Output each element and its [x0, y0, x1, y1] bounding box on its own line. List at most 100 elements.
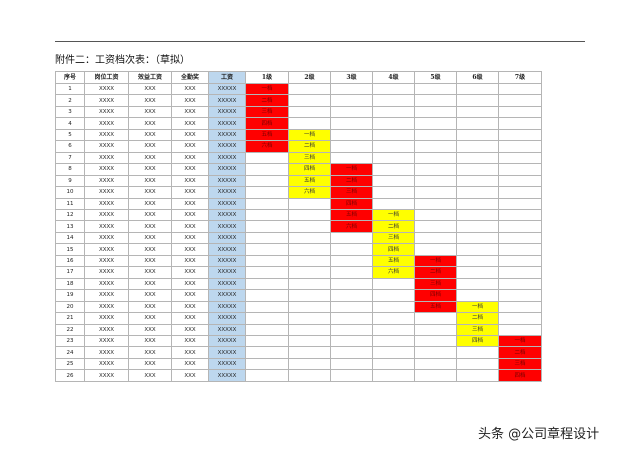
table-cell [456, 208, 499, 222]
table-cell [498, 82, 542, 96]
table-cell: 一档 [414, 254, 457, 268]
table-cell [414, 117, 457, 130]
table-cell: XXX [128, 174, 172, 188]
table-cell [498, 94, 542, 107]
table-cell [456, 140, 499, 153]
table-cell: XXX [171, 243, 209, 256]
table-cell: XXX [128, 231, 172, 245]
table-cell: XXXXX [208, 277, 246, 291]
table-cell: XXX [128, 163, 172, 176]
table-cell [498, 128, 542, 142]
table-cell: XXXXX [208, 117, 246, 130]
table-cell [330, 128, 373, 142]
table-cell [456, 357, 499, 371]
column-header: 2级 [288, 71, 331, 84]
table-cell: XXX [128, 220, 172, 233]
table-row: 22 XXXX XXX XXX XXXXX 三档 [55, 323, 542, 336]
table-cell [288, 323, 331, 336]
table-cell: XXX [128, 289, 172, 302]
table-cell [330, 334, 373, 348]
table-cell [414, 140, 457, 153]
table-cell: XXX [171, 197, 209, 211]
table-cell: 二档 [288, 140, 331, 153]
table-row: 18 XXXX XXX XXX XXXXX 三档 [55, 277, 542, 291]
table-cell: XXX [171, 231, 209, 245]
table-cell: XXX [128, 151, 172, 165]
column-header: 全勤奖 [171, 71, 209, 84]
table-row: 1 XXXX XXX XXX XXXXX 一档 [55, 82, 542, 96]
table-row: 26 XXXX XXX XXX XXXXX 四档 [55, 369, 542, 382]
table-cell: XXXX [84, 174, 129, 188]
table-row: 8 XXXX XXX XXX XXXXX 四档 一档 [55, 163, 542, 176]
table-cell [414, 197, 457, 211]
table-cell: XXXXX [208, 231, 246, 245]
table-cell [456, 117, 499, 130]
column-header: 岗位工资 [84, 71, 129, 84]
table-cell: 五档 [372, 254, 415, 268]
table-cell [456, 82, 499, 96]
table-cell: 二档 [330, 174, 373, 188]
table-cell: XXXXX [208, 369, 246, 382]
table-cell [288, 300, 331, 314]
table-cell [372, 186, 415, 199]
table-cell: 18 [55, 277, 85, 291]
table-cell: XXXX [84, 243, 129, 256]
table-cell [288, 117, 331, 130]
table-cell [414, 151, 457, 165]
table-cell: XXX [171, 289, 209, 302]
table-cell [498, 163, 542, 176]
table-row: 7 XXXX XXX XXX XXXXX 三档 [55, 151, 542, 165]
table-cell: 一档 [498, 334, 542, 348]
table-cell [456, 243, 499, 256]
table-cell [372, 300, 415, 314]
table-cell: XXXXX [208, 346, 246, 359]
table-cell: 二档 [498, 346, 542, 359]
table-cell: XXX [128, 300, 172, 314]
table-cell [498, 186, 542, 199]
table-cell [288, 334, 331, 348]
table-cell: 六档 [288, 186, 331, 199]
table-cell: 六档 [245, 140, 289, 153]
table-cell: XXXX [84, 128, 129, 142]
table-cell: XXXX [84, 82, 129, 96]
table-cell: XXX [171, 346, 209, 359]
table-cell: XXXXX [208, 243, 246, 256]
table-cell: XXX [171, 208, 209, 222]
table-row: 5 XXXX XXX XXX XXXXX 五档 一档 [55, 128, 542, 142]
table-cell: XXX [128, 197, 172, 211]
table-cell [245, 186, 289, 199]
table-cell: 26 [55, 369, 85, 382]
table-cell: 13 [55, 220, 85, 233]
table-cell [330, 94, 373, 107]
table-row: 19 XXXX XXX XXX XXXXX 四档 [55, 289, 542, 302]
table-cell [456, 151, 499, 165]
table-cell: XXX [171, 174, 209, 188]
table-cell: XXX [171, 128, 209, 142]
table-cell [330, 105, 373, 119]
table-cell [330, 323, 373, 336]
table-cell [498, 151, 542, 165]
table-cell [245, 163, 289, 176]
table-cell [456, 186, 499, 199]
table-row: 9 XXXX XXX XXX XXXXX 五档 二档 [55, 174, 542, 188]
table-cell: XXXXX [208, 334, 246, 348]
table-cell [372, 140, 415, 153]
table-cell [330, 82, 373, 96]
table-cell: XXX [171, 300, 209, 314]
table-cell: XXXXX [208, 163, 246, 176]
table-row: 23 XXXX XXX XXX XXXXX 四档 一档 [55, 334, 542, 348]
table-cell [330, 277, 373, 291]
table-cell: XXX [171, 369, 209, 382]
table-cell [372, 151, 415, 165]
table-cell [456, 220, 499, 233]
column-header: 序号 [55, 71, 85, 84]
column-header: 7级 [498, 71, 542, 84]
table-cell: XXX [171, 312, 209, 325]
table-cell [498, 197, 542, 211]
table-cell: 五档 [414, 300, 457, 314]
table-cell: XXXX [84, 186, 129, 199]
table-cell: XXXX [84, 266, 129, 279]
table-cell [456, 254, 499, 268]
table-cell [456, 174, 499, 188]
table-cell: XXXXX [208, 300, 246, 314]
